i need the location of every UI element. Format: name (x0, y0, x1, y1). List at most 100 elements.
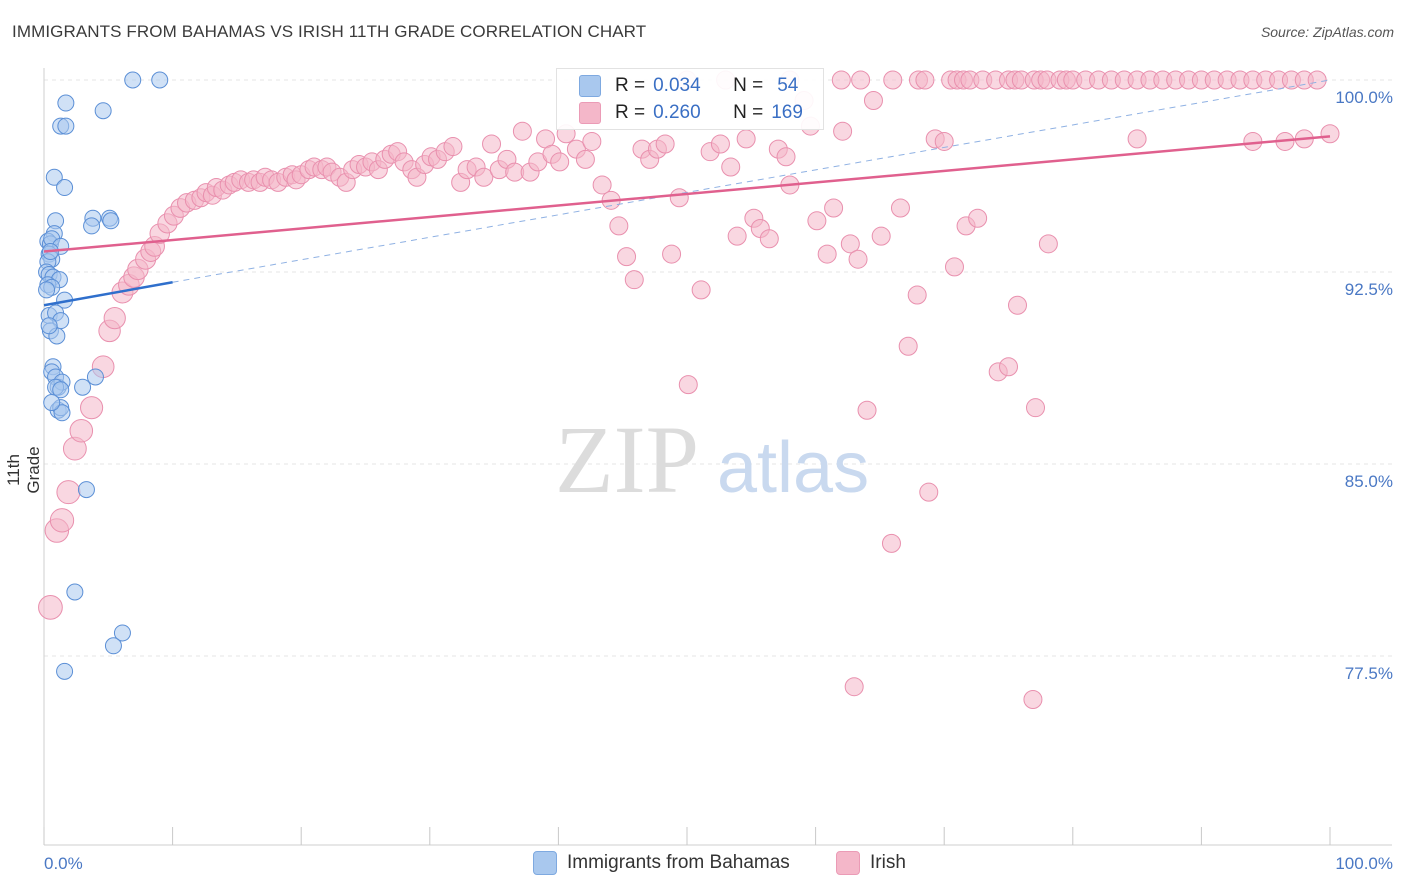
stats-row-irish: R = 0.260 N = 169 (579, 101, 803, 125)
gridlines (44, 79, 1392, 657)
irish-point (817, 244, 837, 264)
irish-point (871, 226, 891, 246)
irish-point (443, 137, 463, 157)
irish-point (857, 400, 877, 420)
irish-point (1008, 295, 1028, 315)
bahamas-point (104, 637, 122, 655)
irish-point (1038, 234, 1058, 254)
irish-point (38, 594, 63, 620)
irish-point (736, 129, 756, 149)
irish-point (833, 121, 853, 141)
irish-point (944, 257, 964, 277)
legend-label-irish: Irish (870, 852, 906, 873)
bahamas-point (151, 71, 169, 89)
irish-point (678, 375, 698, 395)
n-label: N = (733, 75, 764, 96)
irish-point (592, 175, 612, 195)
watermark-atlas: atlas (717, 428, 869, 508)
irish-point (80, 396, 104, 420)
bahamas-swatch (579, 75, 601, 97)
irish-point (968, 208, 988, 228)
irish-n-value: 169 (771, 102, 803, 123)
axes (43, 68, 1392, 846)
irish-point (919, 482, 939, 502)
y-tick-label: 85.0% (1345, 472, 1393, 491)
legend-label-bahamas: Immigrants from Bahamas (567, 852, 790, 873)
irish-point (624, 270, 644, 290)
bahamas-point (45, 168, 63, 186)
bahamas-point (43, 394, 61, 412)
irish-point (1307, 70, 1327, 90)
bahamas-point (38, 281, 56, 299)
legend-item-bahamas[interactable]: Immigrants from Bahamas (533, 851, 790, 875)
legend-item-irish[interactable]: Irish (836, 851, 906, 875)
irish-point (691, 280, 711, 300)
watermark: ZIP atlas (555, 406, 869, 513)
y-axis-label: 11th Grade (4, 446, 43, 494)
bahamas-point (86, 368, 104, 386)
irish-point (1127, 129, 1147, 149)
irish-point (582, 131, 602, 151)
irish-point (1320, 124, 1340, 144)
bahamas-point (124, 71, 142, 89)
irish-point (1023, 690, 1043, 710)
irish-r-value: 0.260 (653, 102, 701, 123)
irish-point (49, 508, 75, 533)
series-irish (38, 70, 1340, 710)
chart-title: IMMIGRANTS FROM BAHAMAS VS IRISH 11TH GR… (12, 22, 647, 41)
legend-swatch-bahamas (533, 851, 557, 875)
irish-point (474, 167, 494, 187)
irish-point (103, 306, 126, 330)
irish-point (617, 247, 637, 267)
bahamas-point (113, 624, 131, 642)
source-credit: Source: ZipAtlas.com (1260, 24, 1394, 40)
irish-point (890, 198, 910, 218)
irish-point (710, 134, 730, 154)
irish-point (807, 211, 827, 231)
irish-point (844, 677, 864, 697)
irish-point (662, 244, 682, 264)
bahamas-point (102, 212, 120, 230)
bahamas-point (52, 381, 70, 399)
r-label: R = (615, 75, 646, 96)
legend-swatch-irish (836, 851, 860, 875)
irish-point (907, 285, 927, 305)
irish-point (848, 249, 868, 269)
legend: Immigrants from Bahamas Irish (0, 851, 1406, 879)
series-bahamas (38, 71, 169, 680)
bahamas-r-value: 0.034 (653, 75, 701, 96)
watermark-zip: ZIP (555, 406, 699, 513)
y-tick-label: 77.5% (1345, 664, 1393, 683)
irish-point (883, 70, 903, 90)
bahamas-point (53, 404, 71, 422)
irish-point (655, 134, 675, 154)
irish-point (934, 131, 954, 151)
irish-point (898, 336, 918, 356)
irish-point (759, 229, 779, 249)
bahamas-trend-line (43, 281, 173, 307)
irish-point (550, 152, 570, 172)
bahamas-point (74, 378, 92, 396)
irish-point (609, 216, 629, 236)
irish-trend-line (43, 135, 1331, 253)
y-tick-label: 100.0% (1335, 88, 1393, 107)
bahamas-n-value: 54 (777, 75, 799, 96)
irish-point (840, 234, 860, 254)
n-label: N = (733, 102, 764, 123)
irish-point (721, 157, 741, 177)
stats-row-bahamas: R = 0.034 N = 54 (579, 74, 798, 98)
irish-point (915, 70, 935, 90)
bahamas-trend-extension (172, 79, 1331, 283)
trend-lines (43, 79, 1331, 307)
irish-point (824, 198, 844, 218)
irish-point (69, 418, 94, 443)
bahamas-point (83, 217, 101, 235)
bahamas-point (40, 317, 58, 335)
irish-point (776, 147, 796, 167)
bahamas-point (94, 102, 112, 120)
irish-point (727, 226, 747, 246)
irish-point (512, 121, 532, 141)
irish-point (831, 70, 851, 90)
irish-point (1026, 398, 1046, 418)
